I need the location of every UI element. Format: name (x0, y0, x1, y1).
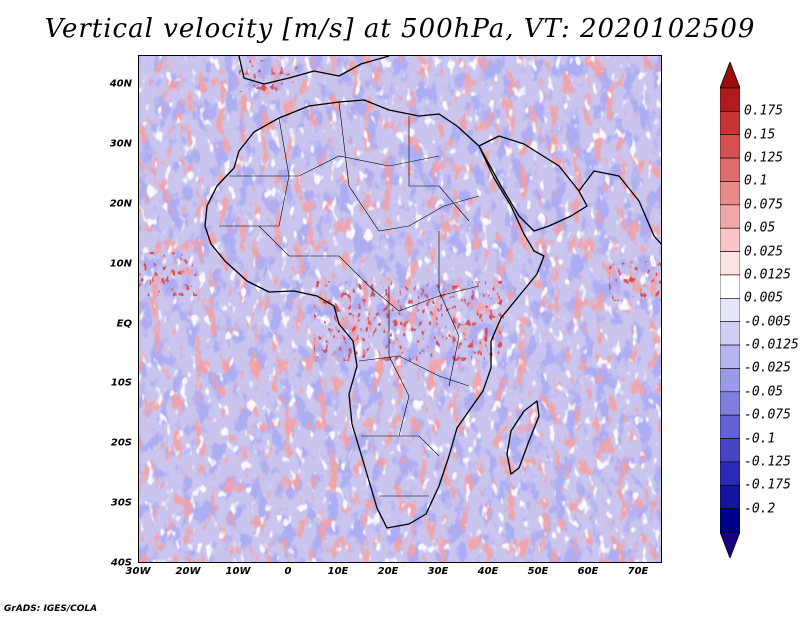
colorbar-segment (720, 274, 740, 299)
lat-label-20n: 20N (109, 198, 132, 210)
coastlines (204, 56, 661, 529)
lat-label-eq: EQ (116, 318, 132, 330)
lat-label-10n: 10N (109, 258, 132, 270)
colorbar-label: 0.1 (744, 173, 768, 189)
colorbar-label: -0.075 (744, 407, 791, 423)
colorbar-label: -0.175 (744, 477, 791, 493)
colorbar-label: 0.15 (744, 127, 776, 143)
colorbar (720, 62, 740, 558)
colorbar-segment (720, 438, 740, 463)
convective-zone-mediterranean (239, 60, 299, 92)
colorbar-segment (720, 321, 740, 346)
colorbar-segment (720, 368, 740, 393)
colorbar-label: 0.075 (744, 197, 784, 213)
colorbar-segment (720, 508, 740, 533)
colorbar-segment (720, 484, 740, 509)
lon-label-30w: 30W (125, 566, 151, 577)
colorbar-segment (720, 391, 740, 416)
colorbar-segment (720, 111, 740, 136)
colorbar-segment (720, 134, 740, 159)
colorbar-label: 0.125 (744, 150, 784, 166)
colorbar-label: -0.025 (744, 360, 791, 376)
colorbar-segment (720, 251, 740, 276)
lon-label-60e: 60E (577, 566, 599, 577)
map-title: Vertical velocity [m/s] at 500hPa, VT: 2… (44, 14, 756, 44)
colorbar-label: -0.125 (744, 454, 791, 470)
grads-credit: GrADS: IGES/COLA (4, 604, 98, 614)
lat-label-20s: 20S (110, 437, 132, 449)
colorbar-segment (720, 414, 740, 439)
lon-label-40e: 40E (477, 566, 499, 577)
colorbar-label: -0.2 (744, 501, 776, 517)
africa-coastline (204, 99, 545, 529)
country-borders (219, 101, 480, 497)
colorbar-segment (720, 227, 740, 252)
colorbar-label: 0.05 (744, 220, 776, 236)
colorbar-segment (720, 298, 740, 322)
colorbar-segment (720, 157, 740, 182)
colorbar-segment (720, 87, 740, 112)
lon-label-20e: 20E (377, 566, 399, 577)
lon-label-30e: 30E (427, 566, 449, 577)
lat-label-30s: 30S (110, 497, 132, 509)
colorbar-segment (720, 344, 740, 369)
convective-zone-central-africa (314, 281, 504, 361)
map-plot-area (138, 55, 662, 563)
colorbar-label: -0.0125 (744, 337, 799, 353)
lon-label-10e: 10E (327, 566, 349, 577)
madagascar-coastline (506, 400, 540, 475)
lat-label-40s: 40S (110, 557, 132, 569)
colorbar-segment (720, 461, 740, 486)
colorbar-label: -0.05 (744, 384, 784, 400)
colorbar-label: -0.1 (744, 431, 776, 447)
europe-coastline (238, 56, 390, 85)
lon-label-0: 0 (284, 566, 292, 577)
colorbar-label: 0.0125 (744, 267, 791, 283)
velocity-field-map (139, 56, 661, 562)
lon-label-50e: 50E (527, 566, 549, 577)
convective-zone-atlantic (139, 252, 197, 296)
lon-label-10w: 10W (225, 566, 251, 577)
asia-coastline (578, 170, 661, 245)
lat-label-40n: 40N (109, 78, 132, 90)
colorbar-segment (720, 204, 740, 229)
colorbar-top-cap (720, 62, 740, 89)
colorbar-bottom-cap (720, 531, 740, 558)
colorbar-label: -0.005 (744, 314, 791, 330)
lon-label-70e: 70E (627, 566, 649, 577)
colorbar-label: 0.175 (744, 103, 784, 119)
lat-label-30n: 30N (109, 138, 132, 150)
colorbar-label: 0.005 (744, 290, 784, 306)
colorbar-label: 0.025 (744, 244, 784, 260)
arabia-coastline (478, 135, 588, 232)
convective-zone-indian-ocean (609, 261, 661, 301)
colorbar-segment (720, 181, 740, 206)
lon-label-20w: 20W (175, 566, 201, 577)
lat-label-10s: 10S (110, 377, 132, 389)
